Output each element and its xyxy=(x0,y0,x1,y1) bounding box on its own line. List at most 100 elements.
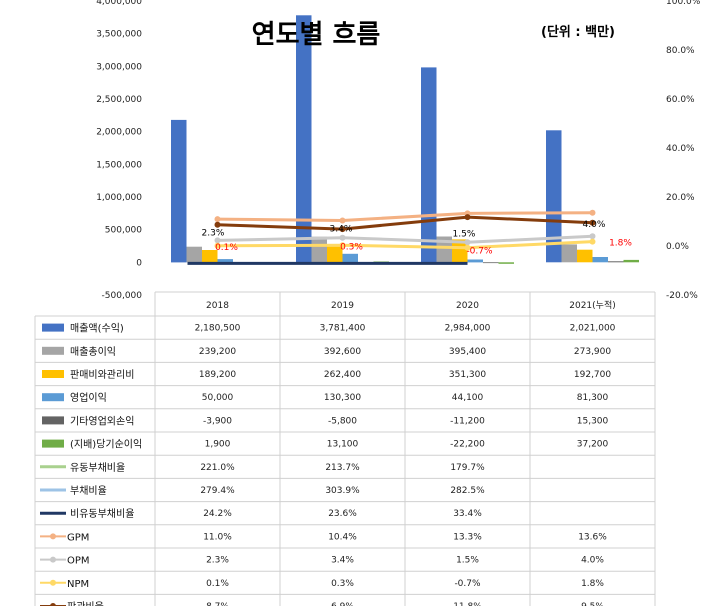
table-cell: 213.7% xyxy=(325,463,360,473)
table-cell: 2,984,000 xyxy=(445,324,491,334)
table-cell: -22,200 xyxy=(450,440,485,450)
left-axis-ticks: -500,000 0 500,000 1,000,000 1,500,000 2,000,… xyxy=(96,0,142,301)
right-tick-label: 100.0% xyxy=(666,0,701,7)
table-cell: -3,900 xyxy=(203,416,232,426)
bar xyxy=(592,257,608,263)
bar xyxy=(561,244,577,263)
table-cell: 239,200 xyxy=(199,347,236,357)
table-cell: 1.5% xyxy=(456,556,479,566)
left-tick-label: 2,500,000 xyxy=(96,95,142,105)
series-line xyxy=(217,211,593,223)
table-cell: 11.8% xyxy=(453,602,482,606)
series-line xyxy=(217,234,593,244)
table-cell: 192,700 xyxy=(574,370,611,380)
left-tick-label: 0 xyxy=(136,258,142,268)
right-tick-label: 20.0% xyxy=(666,193,695,203)
table-cell: 2,180,500 xyxy=(195,324,241,334)
line-series xyxy=(187,209,596,265)
bar xyxy=(186,246,202,263)
right-axis-ticks: -20.0% 0.0% 20.0% 40.0% 60.0% 80.0% 100.0% xyxy=(666,0,701,301)
right-tick-label: 40.0% xyxy=(666,144,695,154)
bar xyxy=(421,67,437,263)
series-point xyxy=(464,214,471,221)
table-cell: 179.7% xyxy=(450,463,485,473)
row-label: 매출총이익 xyxy=(70,346,116,358)
table-cell: -0.7% xyxy=(454,579,481,589)
table-cell: 279.4% xyxy=(200,486,235,496)
row-label: GPM xyxy=(67,532,89,543)
right-tick-label: 80.0% xyxy=(666,46,695,56)
right-tick-label: 0.0% xyxy=(666,242,689,252)
row-label: 비유동부채비율 xyxy=(70,508,134,520)
chart-title: 연도별 흐름 xyxy=(252,20,381,50)
series-line xyxy=(217,240,593,250)
table-cell: 6.9% xyxy=(331,602,354,606)
legend-key xyxy=(42,393,64,402)
series-point xyxy=(589,209,596,216)
bar xyxy=(452,239,468,263)
legend-key xyxy=(42,323,64,332)
data-table: 2018 2019 2020 2021(누적) 매출액(수익) 2,180,500 3,78… xyxy=(40,299,616,606)
table-cell: 33.4% xyxy=(453,509,482,519)
row-label: 판관비율 xyxy=(67,601,104,606)
table-cell: -11,200 xyxy=(450,416,485,426)
bar xyxy=(296,15,312,263)
left-tick-label: -500,000 xyxy=(102,291,143,301)
table-cell: 4.0% xyxy=(581,556,604,566)
table-cell: 50,000 xyxy=(202,393,234,403)
series-point xyxy=(589,219,596,226)
bar xyxy=(546,130,562,263)
series-point xyxy=(339,242,346,249)
bar xyxy=(327,245,343,263)
table-cell: 0.3% xyxy=(331,579,354,589)
table-cell: -5,800 xyxy=(328,416,357,426)
left-tick-label: 3,000,000 xyxy=(96,62,142,72)
table-cell: 37,200 xyxy=(577,440,609,450)
series-point xyxy=(339,234,346,241)
table-cell: 13.6% xyxy=(578,532,607,542)
npm-data-label: 0.1% xyxy=(215,243,238,253)
legend-key xyxy=(42,439,64,448)
series-point xyxy=(214,221,221,228)
legend-key xyxy=(42,416,64,425)
row-label: OPM xyxy=(67,556,90,567)
right-tick-label: 60.0% xyxy=(666,95,695,105)
left-tick-label: 1,000,000 xyxy=(96,193,142,203)
bar xyxy=(217,259,233,263)
table-cell: 130,300 xyxy=(324,393,361,403)
legend-key-marker xyxy=(50,556,56,563)
table-cell: 303.9% xyxy=(325,486,360,496)
row-label: 유동부채비율 xyxy=(70,462,125,474)
unit-note: (단위 : 백만) xyxy=(541,24,615,40)
legend-key-marker xyxy=(50,603,56,606)
bar xyxy=(342,253,358,263)
row-label: 영업이익 xyxy=(70,391,107,404)
table-cell: 13,100 xyxy=(327,440,359,450)
series-point xyxy=(464,244,471,251)
opm-data-label: 3.4% xyxy=(330,225,353,235)
table-cell: 1.8% xyxy=(581,579,604,589)
table-cell: 3.4% xyxy=(331,556,354,566)
series-point xyxy=(214,237,221,244)
table-cell: 24.2% xyxy=(203,509,232,519)
series-point xyxy=(214,242,221,249)
npm-data-label: 0.3% xyxy=(340,242,363,252)
series-point xyxy=(339,226,346,233)
left-tick-label: 4,000,000 xyxy=(96,0,142,7)
table-cell: 10.4% xyxy=(328,532,357,542)
table-cell: 351,300 xyxy=(449,370,486,380)
series-point xyxy=(214,216,221,223)
left-tick-label: 500,000 xyxy=(105,226,142,236)
bar xyxy=(498,262,514,264)
bar xyxy=(483,262,499,264)
series-point xyxy=(589,238,596,245)
row-label: 기타영업외손익 xyxy=(70,414,134,427)
series-point xyxy=(339,217,346,224)
bar xyxy=(623,259,639,263)
legend-key xyxy=(42,370,64,378)
table-cell: 273,900 xyxy=(574,347,611,357)
data-labels: 2.3% 3.4% 1.5% 4.0% 0.1% 0.3% -0.7% 1.8% xyxy=(202,220,633,257)
series-line xyxy=(217,215,593,231)
left-tick-label: 1,500,000 xyxy=(96,160,142,170)
row-label: 매출액(수익) xyxy=(70,323,124,335)
